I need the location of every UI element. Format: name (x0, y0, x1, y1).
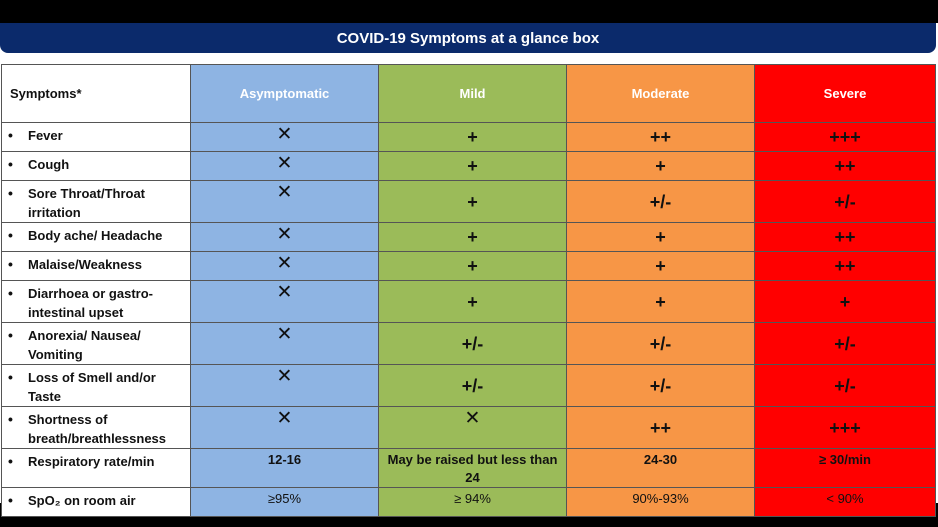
header-asymptomatic: Asymptomatic (190, 64, 379, 123)
symptom-cell: • Loss of Smell and/or Taste (1, 364, 191, 407)
bullet-icon: • (8, 492, 13, 508)
asymptomatic-cell: ✕ (190, 180, 379, 223)
asymptomatic-cell: ✕ (190, 122, 379, 152)
table-row: • Loss of Smell and/or Taste ✕ +/- +/- +/- (1, 364, 936, 407)
moderate-cell: ++ (566, 122, 755, 152)
moderate-cell: +/- (566, 322, 755, 365)
symptom-cell: • Anorexia/ Nausea/ Vomiting (1, 322, 191, 365)
asymptomatic-cell: ✕ (190, 364, 379, 407)
symptoms-table: Symptoms* Asymptomatic Mild Moderate Sev… (1, 64, 936, 517)
bullet-icon: • (8, 227, 13, 243)
table-row: • Cough ✕ + + ++ (1, 151, 936, 181)
bullet-icon: • (8, 185, 13, 201)
bullet-icon: • (8, 411, 13, 427)
page-title: COVID-19 Symptoms at a glance box (0, 23, 936, 53)
symptom-label: Respiratory rate/min (28, 454, 155, 469)
table-row: • Respiratory rate/min 12-16 May be raised … (1, 448, 936, 488)
mild-cell: + (378, 222, 567, 252)
symptom-cell: • Body ache/ Headache (1, 222, 191, 252)
bullet-icon: • (8, 453, 13, 469)
symptom-cell: • Fever (1, 122, 191, 152)
table-row: • Fever ✕ + ++ +++ (1, 122, 936, 152)
header-row: Symptoms* Asymptomatic Mild Moderate Sev… (1, 64, 936, 123)
symptom-label: Body ache/ Headache (28, 228, 163, 243)
moderate-cell: + (566, 222, 755, 252)
moderate-cell: 24-30 (566, 448, 755, 488)
symptom-label: Cough (28, 157, 70, 172)
asymptomatic-cell: ✕ (190, 280, 379, 323)
severe-cell: +++ (754, 122, 936, 152)
symptom-label: SpO₂ on room air (28, 493, 136, 508)
moderate-cell: + (566, 280, 755, 323)
symptom-label: Anorexia/ Nausea/ Vomiting (28, 328, 141, 362)
asymptomatic-cell: 12-16 (190, 448, 379, 488)
symptom-label: Shortness of breath/breathlessness (28, 412, 167, 446)
table-row: • Anorexia/ Nausea/ Vomiting ✕ +/- +/- +/- (1, 322, 936, 365)
moderate-cell: 90%-93% (566, 487, 755, 517)
mild-cell: + (378, 280, 567, 323)
severe-cell: + (754, 280, 936, 323)
symptom-cell: • Cough (1, 151, 191, 181)
table-row: • Diarrhoea or gastro-intestinal upset ✕ + +… (1, 280, 936, 323)
moderate-cell: + (566, 151, 755, 181)
asymptomatic-cell: ✕ (190, 151, 379, 181)
mild-cell: +/- (378, 364, 567, 407)
severe-cell: ++ (754, 222, 936, 252)
severe-cell: ≥ 30/min (754, 448, 936, 488)
symptom-label: Loss of Smell and/or Taste (28, 370, 156, 404)
moderate-cell: + (566, 251, 755, 281)
severe-cell: +++ (754, 406, 936, 449)
symptoms-table-body: • Fever ✕ + ++ +++ • Cough ✕ + + ++ • Sore Throat/Thr… (1, 122, 936, 517)
symptom-label: Diarrhoea or gastro-intestinal upset (28, 286, 153, 320)
moderate-cell: ++ (566, 406, 755, 449)
severe-cell: ++ (754, 251, 936, 281)
table-row: • SpO₂ on room air ≥95% ≥ 94% 90%-93% < 90% (1, 487, 936, 517)
header-severe: Severe (754, 64, 936, 123)
bullet-icon: • (8, 127, 13, 143)
moderate-cell: +/- (566, 364, 755, 407)
mild-cell: ≥ 94% (378, 487, 567, 517)
severe-cell: +/- (754, 180, 936, 223)
asymptomatic-cell: ✕ (190, 322, 379, 365)
mild-cell: + (378, 151, 567, 181)
asymptomatic-cell: ✕ (190, 406, 379, 449)
table-row: • Malaise/Weakness ✕ + + ++ (1, 251, 936, 281)
asymptomatic-cell: ✕ (190, 222, 379, 252)
severe-cell: < 90% (754, 487, 936, 517)
asymptomatic-cell: ✕ (190, 251, 379, 281)
symptom-label: Malaise/Weakness (28, 257, 142, 272)
mild-cell: +/- (378, 322, 567, 365)
bullet-icon: • (8, 285, 13, 301)
severe-cell: ++ (754, 151, 936, 181)
mild-cell: + (378, 122, 567, 152)
symptom-label: Fever (28, 128, 63, 143)
severe-cell: +/- (754, 322, 936, 365)
mild-cell: + (378, 180, 567, 223)
bullet-icon: • (8, 369, 13, 385)
table-row: • Sore Throat/Throat irritation ✕ + +/- +/- (1, 180, 936, 223)
bullet-icon: • (8, 156, 13, 172)
bullet-icon: • (8, 327, 13, 343)
severe-cell: +/- (754, 364, 936, 407)
symptom-cell: • Sore Throat/Throat irritation (1, 180, 191, 223)
asymptomatic-cell: ≥95% (190, 487, 379, 517)
table-row: • Shortness of breath/breathlessness ✕ ✕ ++ +… (1, 406, 936, 449)
header-moderate: Moderate (566, 64, 755, 123)
symptom-cell: • Shortness of breath/breathlessness (1, 406, 191, 449)
symptom-cell: • Malaise/Weakness (1, 251, 191, 281)
mild-cell: + (378, 251, 567, 281)
table-row: • Body ache/ Headache ✕ + + ++ (1, 222, 936, 252)
mild-cell: ✕ (378, 406, 567, 449)
symptom-cell: • SpO₂ on room air (1, 487, 191, 517)
symptom-cell: • Diarrhoea or gastro-intestinal upset (1, 280, 191, 323)
bullet-icon: • (8, 256, 13, 272)
moderate-cell: +/- (566, 180, 755, 223)
symptom-label: Sore Throat/Throat irritation (28, 186, 146, 220)
mild-cell: May be raised but less than 24 (378, 448, 567, 488)
symptom-cell: • Respiratory rate/min (1, 448, 191, 488)
header-mild: Mild (378, 64, 567, 123)
symptoms-chart-frame: COVID-19 Symptoms at a glance box Sympto… (0, 23, 938, 517)
header-symptoms: Symptoms* (1, 64, 191, 123)
